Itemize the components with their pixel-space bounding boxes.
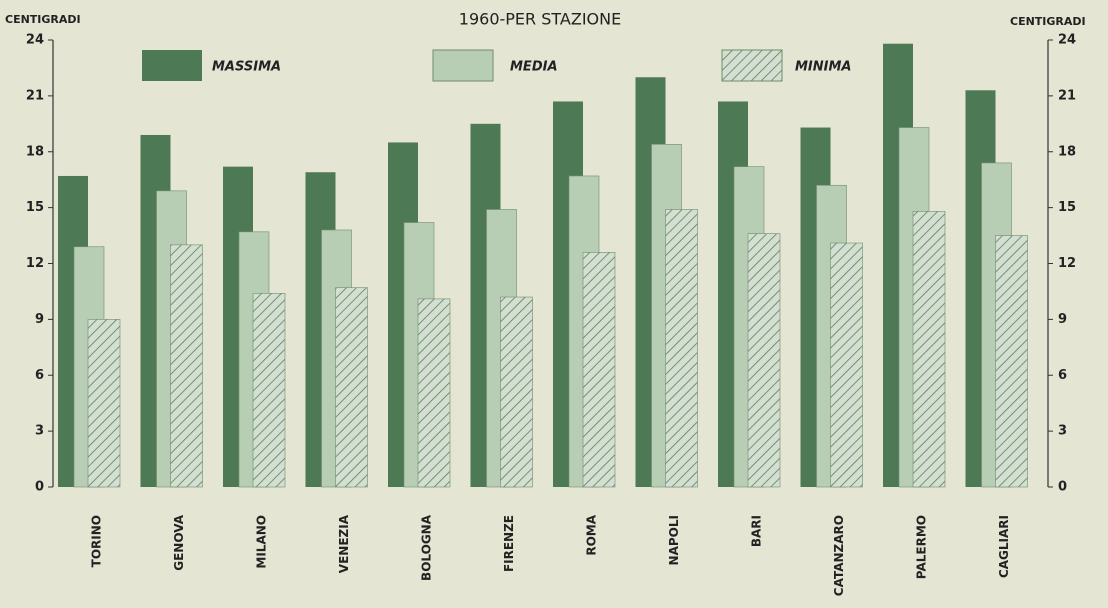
y2-tick-label: 12 — [1058, 256, 1076, 271]
y-tick-label: 3 — [35, 424, 44, 439]
y2-tick-label: 6 — [1058, 368, 1067, 383]
x-tick-label: VENEZIA — [337, 514, 351, 573]
chart-title: 1960-PER STAZIONE — [459, 10, 621, 29]
y2-tick-label: 3 — [1058, 424, 1067, 439]
bar — [417, 298, 451, 488]
x-tick-label: CATANZARO — [832, 515, 846, 596]
x-tick-label: BOLOGNA — [420, 514, 434, 581]
y-tick-label: 18 — [26, 144, 44, 159]
x-tick-label: ROMA — [585, 514, 599, 555]
y-tick-label: 9 — [35, 312, 44, 327]
legend-swatch — [142, 50, 202, 81]
y2-tick-label: 9 — [1058, 312, 1067, 327]
bar — [830, 242, 863, 488]
bar — [335, 287, 368, 488]
y-axis-label: CENTIGRADI — [5, 13, 81, 26]
y-tick-label: 6 — [35, 368, 44, 383]
x-tick-label: CAGLIARI — [997, 515, 1011, 578]
y-tick-label: 15 — [26, 200, 44, 215]
y-tick-label: 12 — [26, 256, 44, 271]
x-tick-label: NAPOLI — [667, 515, 681, 565]
x-tick-label: GENOVA — [172, 514, 186, 570]
x-tick-label: TORINO — [90, 515, 104, 567]
bar — [747, 233, 781, 488]
y2-axis-label: CENTIGRADI — [1010, 15, 1086, 28]
y2-tick-label: 24 — [1058, 33, 1076, 48]
bar — [582, 252, 616, 488]
bar — [87, 319, 121, 488]
legend-swatch — [721, 49, 783, 82]
x-tick-label: PALERMO — [915, 515, 929, 579]
legend-label: MASSIMA — [212, 60, 281, 75]
x-tick-label: FIRENZE — [502, 515, 516, 572]
bar — [665, 209, 698, 488]
bar — [995, 235, 1028, 488]
y-tick-label: 24 — [26, 33, 44, 48]
y2-tick-label: 0 — [1058, 480, 1067, 495]
y2-tick-label: 18 — [1058, 144, 1076, 159]
bar — [170, 244, 203, 488]
y-tick-label: 21 — [26, 88, 44, 103]
legend-label: MINIMA — [795, 60, 852, 75]
legend-label: MEDIA — [510, 60, 558, 75]
bar — [500, 296, 533, 488]
x-tick-label: BARI — [750, 515, 764, 547]
y2-tick-label: 15 — [1058, 200, 1076, 215]
bar — [912, 211, 946, 488]
legend-swatch — [432, 49, 494, 82]
bar — [252, 292, 286, 488]
x-tick-label: MILANO — [255, 515, 269, 569]
y-tick-label: 0 — [35, 480, 44, 495]
y2-tick-label: 21 — [1058, 88, 1076, 103]
